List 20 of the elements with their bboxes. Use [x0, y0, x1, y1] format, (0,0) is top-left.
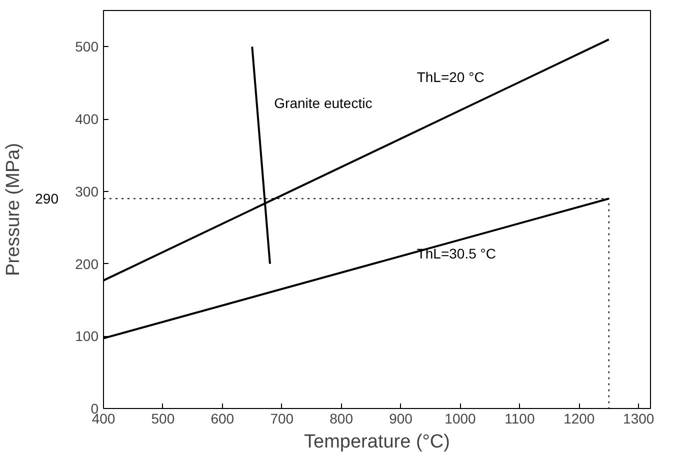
x-axis-title: Temperature (°C) — [304, 432, 450, 452]
x-tick-label: 900 — [389, 410, 413, 426]
x-tick-label: 600 — [210, 410, 234, 426]
x-tick-label: 1200 — [564, 410, 595, 426]
y-tick-label: 200 — [75, 256, 99, 272]
text: 290 — [35, 190, 59, 207]
x-tick-label: 1300 — [623, 410, 654, 426]
x-tick-label: 1100 — [504, 410, 535, 426]
y-axis-title: Pressure (MPa) — [3, 142, 24, 276]
x-tick-label: 1000 — [444, 410, 476, 426]
x-tick-label: 800 — [330, 410, 354, 426]
y-tick-label: 300 — [75, 183, 99, 200]
y-tick-label: 100 — [75, 328, 99, 344]
y-tick-label: 500 — [75, 38, 99, 55]
annotation: Granite eutectic — [274, 95, 372, 112]
x-tick-label: 700 — [270, 410, 294, 426]
y-tick-label: 400 — [75, 111, 99, 128]
x-tick-label: 500 — [151, 410, 175, 426]
annotation: ThL=30.5 °C — [416, 246, 496, 262]
annotation: ThL=20 °C — [416, 69, 484, 86]
